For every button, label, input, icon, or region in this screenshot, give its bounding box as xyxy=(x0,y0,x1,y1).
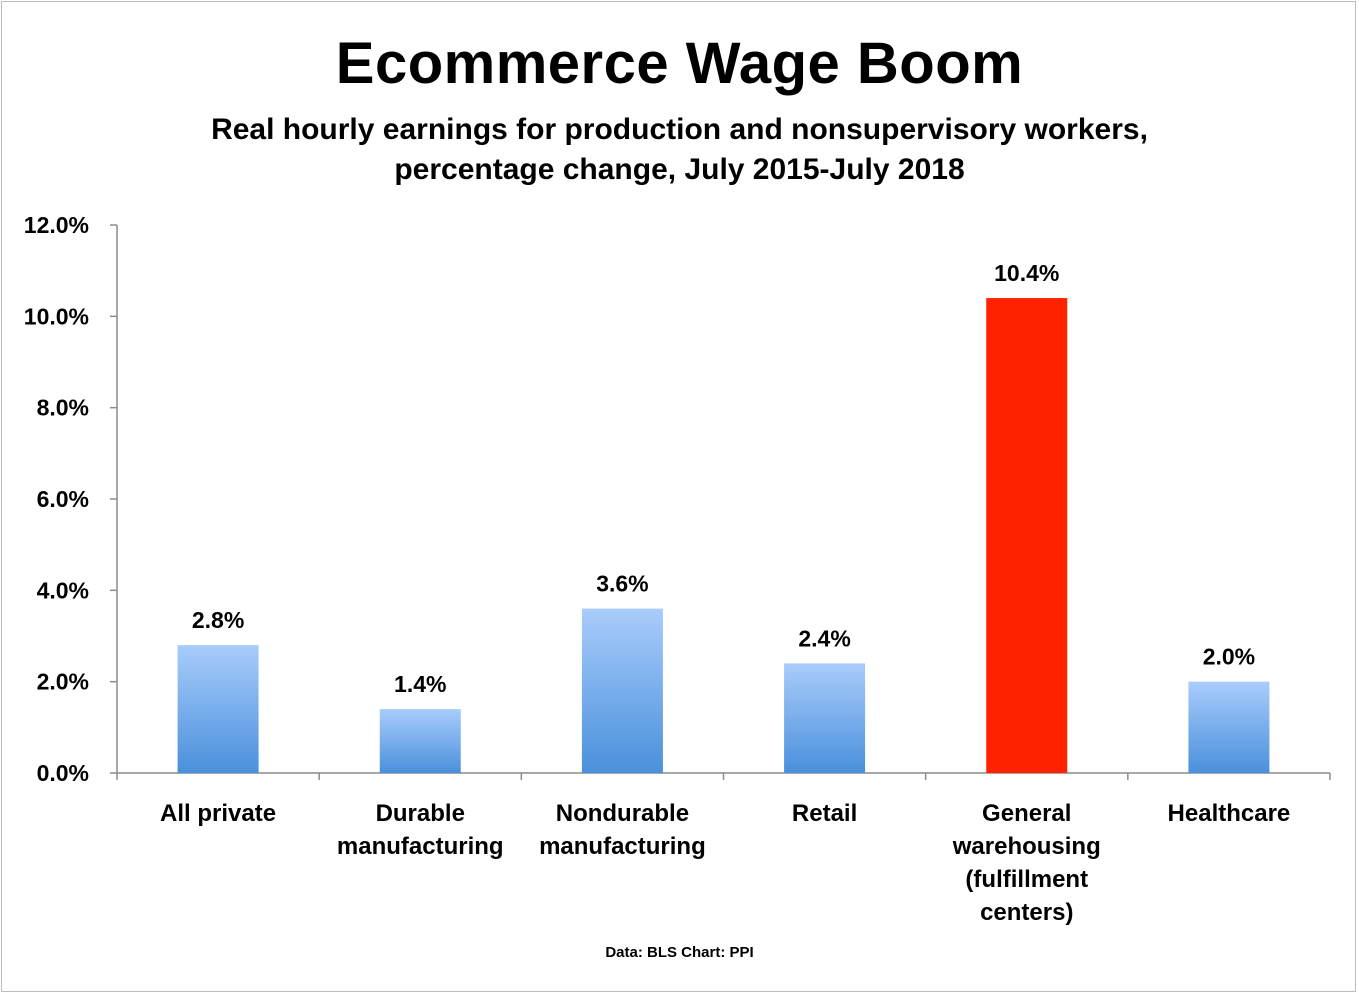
y-tick-label: 10.0% xyxy=(24,303,89,329)
bar-highlighted xyxy=(986,298,1068,773)
y-tick-label: 2.0% xyxy=(37,669,89,695)
y-axis: 0.0% 2.0% 4.0% 6.0% 8.0% 10.0% 12.0% xyxy=(24,212,118,786)
category-label-line: Retail xyxy=(792,800,857,827)
category-label: All private xyxy=(160,800,276,827)
bar-value-label: 2.0% xyxy=(1203,644,1255,670)
y-tick-label: 6.0% xyxy=(37,486,89,512)
category-label-line: manufacturing xyxy=(337,833,504,860)
chart-title: Ecommerce Wage Boom xyxy=(335,31,1024,96)
source-note: Data: BLS Chart: PPI xyxy=(605,944,754,961)
category-label: General warehousing (fulfillment centers) xyxy=(952,800,1101,926)
data-labels: 2.8% 1.4% 3.6% 2.4% 10.4% 2.0% xyxy=(192,260,1255,697)
category-label-line: Nondurable xyxy=(556,800,689,827)
bar xyxy=(784,663,866,773)
chart-subtitle: Real hourly earnings for production and … xyxy=(0,110,1359,190)
bar xyxy=(581,608,663,773)
bar-value-label: 3.6% xyxy=(596,571,648,597)
bars xyxy=(177,298,1270,773)
bar-value-label: 10.4% xyxy=(994,260,1059,286)
category-label: Durable manufacturing xyxy=(337,800,504,860)
bar-value-label: 2.8% xyxy=(192,607,244,633)
category-label: Healthcare xyxy=(1168,800,1291,827)
bar xyxy=(177,645,259,773)
category-label-line: General xyxy=(982,800,1071,827)
bar xyxy=(1188,681,1270,773)
x-axis xyxy=(116,772,1331,780)
y-tick-label: 8.0% xyxy=(37,395,89,421)
category-labels: All private Durable manufacturingNondurabl… xyxy=(160,800,1290,926)
category-label-line: (fulfillment xyxy=(965,866,1088,893)
category-label-line: Healthcare xyxy=(1168,800,1291,827)
bar-value-label: 2.4% xyxy=(798,625,850,651)
category-label-line: All private xyxy=(160,800,276,827)
category-label-line: warehousing xyxy=(952,833,1101,860)
y-tick-label: 4.0% xyxy=(37,577,89,603)
bar xyxy=(379,709,461,773)
bar-value-label: 1.4% xyxy=(394,671,446,697)
category-label: Nondurable manufacturing xyxy=(539,800,706,860)
category-label-line: manufacturing xyxy=(539,833,706,860)
y-tick-label: 12.0% xyxy=(24,212,89,238)
subtitle-line-1: Real hourly earnings for production and … xyxy=(211,113,1148,146)
category-label: Retail xyxy=(792,800,857,827)
category-label-line: centers) xyxy=(980,899,1073,926)
category-label-line: Durable xyxy=(376,800,465,827)
y-tick-label: 0.0% xyxy=(37,760,89,786)
subtitle-line-2: percentage change, July 2015-July 2018 xyxy=(394,153,965,186)
